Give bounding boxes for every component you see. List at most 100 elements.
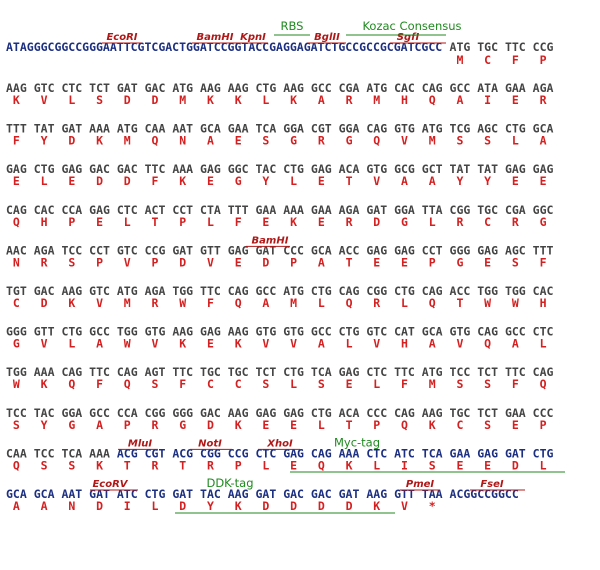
codon: AAG	[228, 325, 249, 339]
amino-acid: E	[484, 255, 491, 269]
enzyme-label: BglII	[314, 32, 340, 43]
amino-acid: W	[512, 296, 519, 310]
amino-acid: S	[512, 255, 519, 269]
amino-acid: V	[401, 499, 408, 513]
amino-acid: S	[152, 377, 159, 391]
amino-acid: Q	[373, 134, 380, 148]
amino-acid: K	[41, 377, 48, 391]
amino-acid: Q	[429, 93, 436, 107]
amino-acid: W	[13, 377, 20, 391]
codon: TAC	[34, 406, 55, 420]
amino-acid: E	[235, 255, 242, 269]
amino-acid: E	[512, 93, 519, 107]
amino-acid: P	[179, 215, 186, 229]
amino-acid: K	[373, 499, 380, 513]
codon: ATG	[422, 365, 443, 379]
amino-acid: F	[152, 174, 159, 188]
amino-acid: L	[41, 174, 48, 188]
codon: GGA	[61, 406, 82, 420]
amino-acid: S	[484, 134, 491, 148]
amino-acid: V	[124, 255, 131, 269]
amino-acid: D	[124, 174, 131, 188]
feature-label: DDK-tag	[206, 476, 253, 490]
amino-acid: R	[152, 418, 159, 432]
codon: ATG	[283, 284, 304, 298]
codon: GAC	[117, 162, 138, 176]
codon: ACA	[339, 162, 360, 176]
amino-acid: P	[429, 255, 436, 269]
amino-acid: N	[179, 134, 186, 148]
codon: CTG	[311, 284, 332, 298]
amino-acid: Q	[429, 296, 436, 310]
amino-acid: A	[456, 93, 463, 107]
amino-acid: V	[152, 337, 159, 351]
codon: TAC	[200, 487, 221, 501]
amino-acid: P	[152, 255, 159, 269]
amino-acid: E	[484, 458, 491, 472]
amino-acid: R	[540, 93, 547, 107]
amino-acid: K	[13, 93, 20, 107]
amino-acid: A	[429, 174, 436, 188]
amino-acid: A	[96, 337, 103, 351]
codon: GAT	[172, 487, 193, 501]
codon: CCG	[533, 40, 554, 54]
codon: CTG	[533, 446, 554, 460]
codon: CCT	[422, 243, 443, 257]
amino-acid: M	[179, 93, 186, 107]
codon: GAG	[283, 406, 304, 420]
codon: CCG	[145, 243, 166, 257]
codon: TGC	[450, 406, 471, 420]
codon: GAT	[172, 243, 193, 257]
codon: AGC	[505, 243, 526, 257]
codon: CTG	[145, 487, 166, 501]
enzyme-label: BamHI	[197, 32, 234, 43]
enzyme-label: EcoRI	[106, 32, 137, 43]
codon: TCA	[311, 365, 332, 379]
amino-acid: F	[13, 134, 20, 148]
amino-acid: R	[512, 215, 519, 229]
amino-acid: E	[262, 215, 269, 229]
amino-acid: K	[207, 93, 214, 107]
amino-acid: M	[290, 296, 297, 310]
codon: GAG	[200, 162, 221, 176]
codon: CCA	[61, 203, 82, 217]
codon: TCA	[255, 122, 276, 136]
codon: AGC	[477, 122, 498, 136]
amino-acid: L	[429, 215, 436, 229]
amino-acid: D	[346, 499, 353, 513]
codon: TGG	[6, 365, 27, 379]
amino-acid: R	[152, 458, 159, 472]
codon: GTT	[200, 243, 221, 257]
amino-acid: Q	[318, 458, 325, 472]
amino-acid: D	[124, 93, 131, 107]
codon: TCT	[477, 365, 498, 379]
enzyme-label: NotI	[198, 438, 222, 449]
codon: GTC	[366, 325, 387, 339]
codon: CTG	[283, 365, 304, 379]
codon: GAG	[311, 162, 332, 176]
codon: GAG	[366, 243, 387, 257]
codon: TGG	[477, 284, 498, 298]
codon: AGA	[145, 284, 166, 298]
amino-acid: K	[96, 134, 103, 148]
amino-acid: K	[179, 174, 186, 188]
codon: GAT	[366, 203, 387, 217]
amino-acid: S	[484, 377, 491, 391]
amino-acid: V	[373, 174, 380, 188]
amino-acid: K	[235, 337, 242, 351]
codon: GAG	[89, 203, 110, 217]
codon: CTG	[394, 284, 415, 298]
amino-acid: D	[262, 499, 269, 513]
amino-acid: G	[68, 418, 75, 432]
amino-acid: S	[456, 134, 463, 148]
codon: TGT	[6, 284, 27, 298]
amino-acid: I	[124, 499, 131, 513]
amino-acid: K	[346, 458, 353, 472]
amino-acid: E	[68, 174, 75, 188]
codon: CGT	[311, 122, 332, 136]
amino-acid: E	[512, 418, 519, 432]
codon: CAA	[6, 446, 27, 460]
codon: AAG	[366, 487, 387, 501]
codon: TAT	[34, 122, 55, 136]
amino-acid: *	[429, 499, 436, 513]
